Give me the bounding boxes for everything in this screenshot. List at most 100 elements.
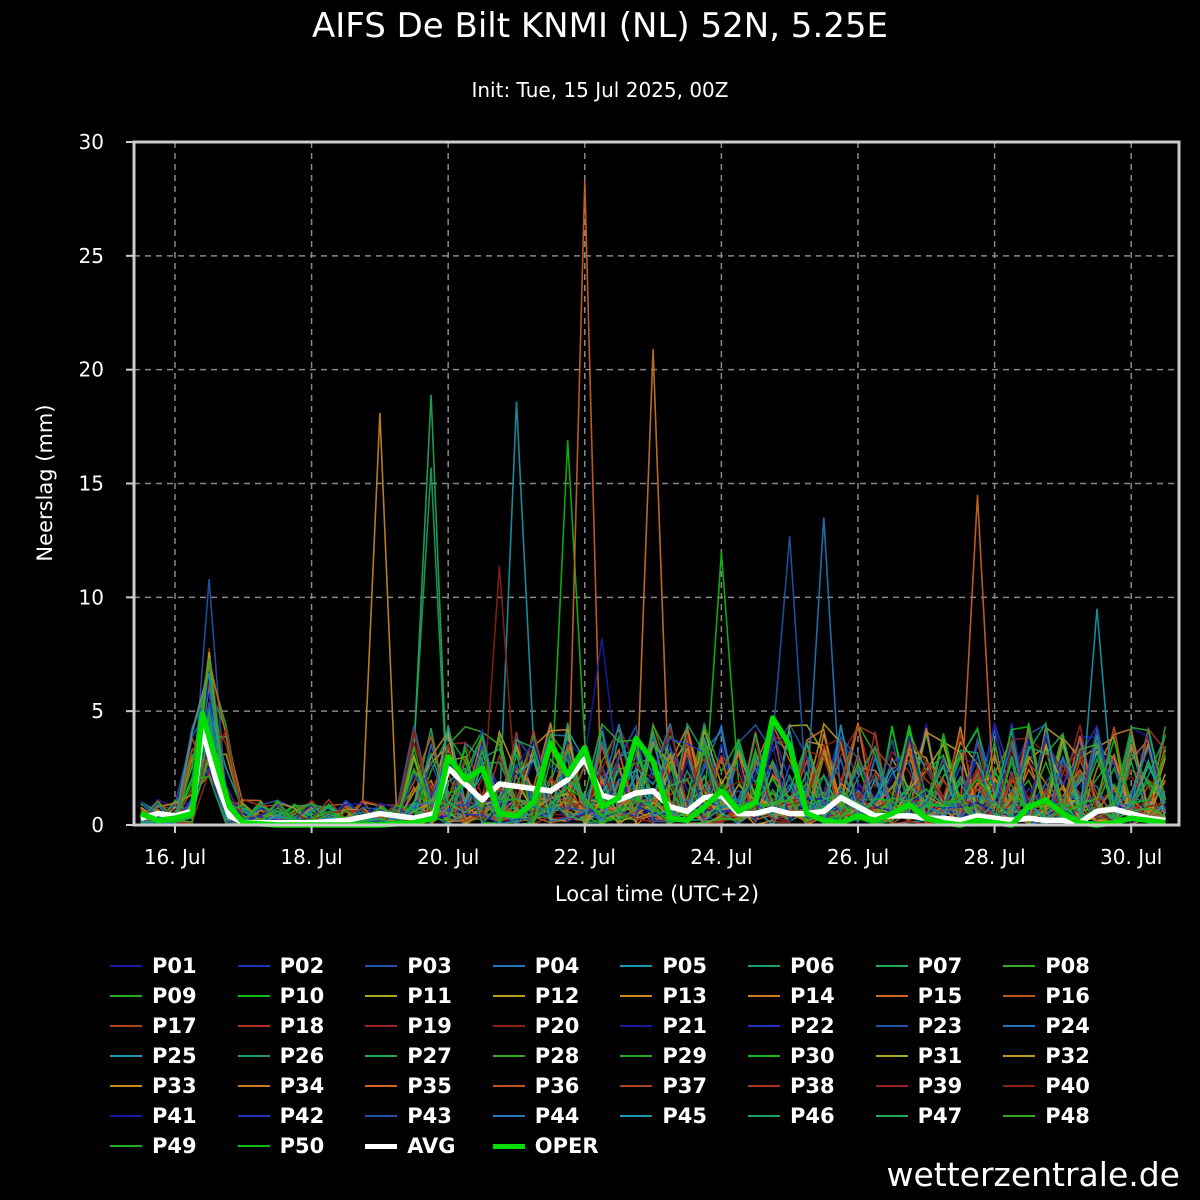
legend-swatch bbox=[237, 1055, 270, 1057]
legend-label: P01 bbox=[152, 954, 197, 978]
legend-label: P35 bbox=[407, 1074, 452, 1098]
legend-item-P33: P33 bbox=[110, 1072, 238, 1100]
legend-swatch bbox=[875, 965, 908, 967]
legend-item-P19: P19 bbox=[365, 1012, 493, 1040]
legend-label: P41 bbox=[152, 1104, 197, 1128]
legend-swatch bbox=[365, 995, 398, 997]
legend-label: P02 bbox=[279, 954, 325, 978]
legend-swatch bbox=[492, 995, 525, 997]
legend-label: P23 bbox=[917, 1014, 963, 1038]
legend-item-P28: P28 bbox=[492, 1042, 621, 1070]
legend-swatch bbox=[110, 1055, 142, 1057]
legend-item-P12: P12 bbox=[492, 982, 621, 1010]
legend-label: P24 bbox=[1045, 1014, 1090, 1038]
legend-swatch bbox=[620, 995, 653, 997]
legend-label: P10 bbox=[279, 984, 325, 1008]
legend-label: OPER bbox=[534, 1134, 599, 1158]
x-tick-label: 26. Jul bbox=[827, 845, 889, 869]
legend-label: P06 bbox=[790, 954, 835, 978]
grid bbox=[134, 142, 1179, 825]
legend-label: P17 bbox=[152, 1014, 197, 1038]
legend-item-P24: P24 bbox=[1003, 1012, 1131, 1040]
legend-swatch bbox=[492, 1115, 525, 1117]
legend-item-P43: P43 bbox=[365, 1102, 493, 1130]
legend-label: P31 bbox=[917, 1044, 963, 1068]
legend-label: P04 bbox=[534, 954, 580, 978]
legend-item-P41: P41 bbox=[110, 1102, 238, 1130]
legend-item-P34: P34 bbox=[237, 1072, 366, 1100]
legend-swatch bbox=[620, 1055, 653, 1057]
legend-label: P21 bbox=[662, 1014, 708, 1038]
legend-label: P44 bbox=[534, 1104, 580, 1128]
legend-label: P45 bbox=[662, 1104, 708, 1128]
legend-item-P22: P22 bbox=[748, 1012, 876, 1040]
legend-label: P36 bbox=[534, 1074, 580, 1098]
legend-swatch bbox=[875, 1115, 908, 1117]
legend-swatch bbox=[875, 1025, 908, 1027]
legend-item-P14: P14 bbox=[748, 982, 876, 1010]
chart-subtitle: Init: Tue, 15 Jul 2025, 00Z bbox=[471, 78, 729, 102]
x-tick-label: 24. Jul bbox=[690, 845, 752, 869]
legend-item-P40: P40 bbox=[1003, 1072, 1131, 1100]
legend-item-P36: P36 bbox=[492, 1072, 621, 1100]
legend-item-P39: P39 bbox=[875, 1072, 1004, 1100]
legend-item-P30: P30 bbox=[748, 1042, 876, 1070]
series-line-AVG bbox=[140, 726, 1166, 826]
legend-label: P49 bbox=[152, 1134, 197, 1158]
legend-swatch bbox=[110, 965, 142, 967]
legend-swatch bbox=[748, 1115, 780, 1117]
y-tick-label: 10 bbox=[79, 585, 104, 609]
legend-label: P09 bbox=[152, 984, 197, 1008]
legend-label: P12 bbox=[534, 984, 580, 1008]
legend-swatch bbox=[620, 965, 653, 967]
legend-swatch bbox=[1003, 1085, 1036, 1087]
legend-item-P07: P07 bbox=[875, 952, 1004, 980]
y-tick-label: 0 bbox=[91, 813, 104, 837]
legend-label: P25 bbox=[152, 1044, 197, 1068]
y-tick-label: 15 bbox=[79, 472, 104, 496]
legend-swatch bbox=[110, 1115, 142, 1117]
legend-label: P38 bbox=[790, 1074, 835, 1098]
legend-item-P44: P44 bbox=[492, 1102, 621, 1130]
legend-item-P47: P47 bbox=[875, 1102, 1004, 1130]
y-tick-label: 5 bbox=[91, 699, 104, 723]
legend-swatch bbox=[110, 995, 142, 997]
legend-label: P26 bbox=[279, 1044, 325, 1068]
legend-swatch bbox=[492, 1055, 525, 1057]
y-tick-label: 20 bbox=[79, 358, 104, 382]
legend-swatch bbox=[237, 995, 270, 997]
legend-label: P37 bbox=[662, 1074, 708, 1098]
legend-item-P38: P38 bbox=[748, 1072, 876, 1100]
legend-item-P25: P25 bbox=[110, 1042, 238, 1070]
legend-item-P46: P46 bbox=[748, 1102, 876, 1130]
legend-label: P15 bbox=[917, 984, 963, 1008]
legend-swatch bbox=[237, 1115, 270, 1117]
legend-item-P10: P10 bbox=[237, 982, 366, 1010]
legend-swatch bbox=[237, 1085, 270, 1087]
legend-item-P29: P29 bbox=[620, 1042, 748, 1070]
legend-label: P46 bbox=[790, 1104, 835, 1128]
legend-label: P48 bbox=[1045, 1104, 1090, 1128]
legend-item-OPER: OPER bbox=[492, 1132, 621, 1160]
legend-item-P45: P45 bbox=[620, 1102, 748, 1130]
legend-label: P16 bbox=[1045, 984, 1090, 1008]
legend-item-P37: P37 bbox=[620, 1072, 748, 1100]
x-tick-label: 30. Jul bbox=[1100, 845, 1162, 869]
legend-item-P16: P16 bbox=[1003, 982, 1131, 1010]
legend-swatch bbox=[875, 1085, 908, 1087]
y-axis-label: Neerslag (mm) bbox=[33, 404, 57, 561]
legend-item-P49: P49 bbox=[110, 1132, 238, 1160]
legend-label: P30 bbox=[790, 1044, 835, 1068]
legend-item-AVG: AVG bbox=[365, 1132, 493, 1160]
legend-swatch bbox=[748, 1025, 780, 1027]
legend-item-P09: P09 bbox=[110, 982, 238, 1010]
legend-label: P07 bbox=[917, 954, 963, 978]
legend-label: P33 bbox=[152, 1074, 197, 1098]
x-tick-label: 28. Jul bbox=[963, 845, 1025, 869]
legend-swatch bbox=[748, 995, 780, 997]
member-series bbox=[140, 180, 1167, 828]
legend-item-P31: P31 bbox=[875, 1042, 1004, 1070]
legend-item-P21: P21 bbox=[620, 1012, 748, 1040]
legend-swatch bbox=[492, 1143, 525, 1149]
legend-swatch bbox=[492, 1025, 525, 1027]
